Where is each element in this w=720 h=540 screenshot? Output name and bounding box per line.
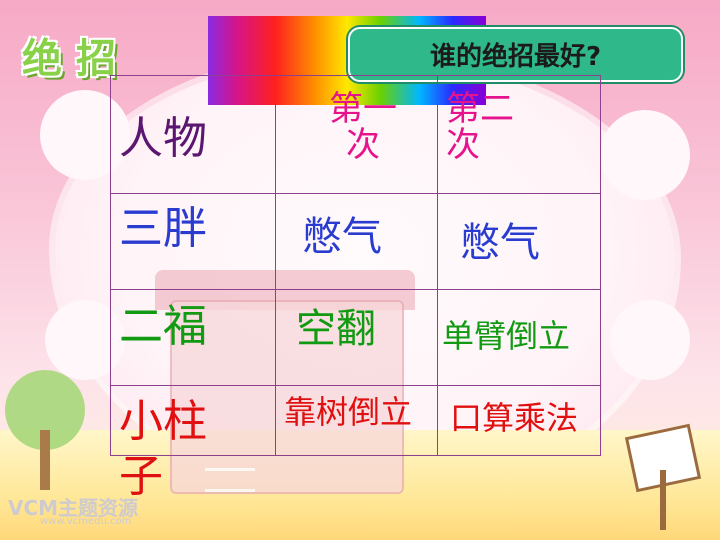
watermark-brand: VCM主题资源: [8, 496, 139, 520]
name-cell: 三胖: [110, 193, 276, 290]
person-name: 二福: [119, 301, 207, 352]
signboard-post: [660, 470, 666, 530]
first-attempt-cell: 憋气: [275, 193, 438, 290]
cloud-bump: [600, 110, 690, 200]
header-cell-second: 第二次: [437, 75, 601, 194]
fence-illustration: [205, 468, 255, 492]
cloud-bump: [610, 300, 690, 380]
logo-title: 绝招: [22, 36, 130, 82]
header-first-text: 第一次: [329, 89, 397, 165]
table-row: 二福 空翻 单臂倒立: [110, 289, 601, 386]
stunt-table: 人物 第一次 第二次 三胖 憋气 憋气 二福 空翻: [110, 75, 601, 502]
person-name: 小柱子: [119, 396, 207, 502]
person-name: 三胖: [119, 203, 207, 254]
table-row: 三胖 憋气 憋气: [110, 193, 601, 290]
second-attempt-text: 口算乘法: [450, 399, 579, 437]
first-attempt-cell: 靠树倒立: [275, 385, 438, 456]
name-cell: 二福: [110, 289, 276, 386]
tree-trunk: [40, 430, 50, 490]
first-attempt-cell: 空翻: [275, 289, 438, 386]
second-attempt-text: 单臂倒立: [442, 317, 571, 355]
first-attempt-text: 憋气: [302, 214, 382, 260]
watermark-url: www.vcmedu.com: [40, 516, 132, 527]
first-attempt-text: 空翻: [296, 306, 376, 352]
second-attempt-cell: 单臂倒立: [437, 289, 601, 386]
table-row: 小柱子 靠树倒立 口算乘法: [110, 385, 601, 502]
second-attempt-text: 憋气: [460, 220, 540, 266]
header-cell-person: 人物: [110, 75, 276, 194]
first-attempt-text: 靠树倒立: [284, 393, 413, 431]
second-attempt-cell: 口算乘法: [437, 385, 601, 456]
name-cell: 小柱子: [110, 385, 276, 502]
header-person-text: 人物: [119, 113, 207, 164]
question-banner: 谁的绝招最好?: [348, 27, 683, 82]
header-cell-first: 第一次: [275, 75, 438, 194]
table-header-row: 人物 第一次 第二次: [110, 75, 601, 194]
second-attempt-cell: 憋气: [437, 193, 601, 290]
header-second-text: 第二次: [446, 89, 514, 165]
